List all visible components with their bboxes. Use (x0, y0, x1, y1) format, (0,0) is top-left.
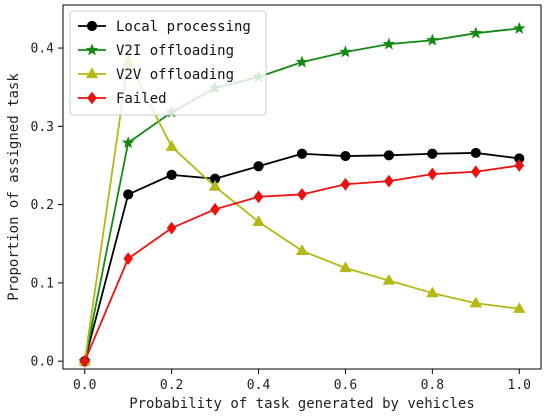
y-tick-label: 0.3 (31, 120, 54, 135)
data-point (79, 354, 90, 368)
data-point (426, 286, 439, 298)
data-point (297, 188, 307, 201)
legend-box (69, 10, 267, 116)
data-point (253, 190, 264, 204)
data-point (252, 215, 265, 226)
data-point (382, 273, 396, 285)
x-tick-label: 0.4 (247, 378, 271, 393)
y-axis: 0.0 0.1 0.2 0.3 0.4 (31, 42, 63, 370)
x-axis-title: Probability of task generated by vehicle… (129, 396, 475, 412)
data-point (121, 136, 135, 149)
legend-label: V2V offloading (116, 67, 234, 83)
y-tick-label: 0.2 (31, 198, 54, 213)
data-point (340, 177, 351, 191)
data-point (382, 37, 396, 50)
series-failed (79, 159, 525, 368)
data-point (426, 33, 439, 46)
data-point (383, 150, 395, 161)
data-point (208, 180, 222, 191)
data-point (469, 26, 483, 39)
x-tick-label: 0.0 (73, 378, 96, 393)
data-point (339, 45, 352, 58)
data-point (512, 21, 526, 34)
legend-marker (86, 20, 98, 32)
y-axis-title: Proportion of assigned task (6, 73, 22, 301)
x-axis: 0.0 0.2 0.4 0.6 0.8 1.0 (73, 369, 531, 393)
data-point (469, 296, 483, 308)
y-tick-label: 0.4 (31, 42, 55, 57)
legend: Local processing V2I offloading V2V offloa… (69, 10, 267, 116)
data-point (427, 148, 438, 159)
legend-marker (85, 43, 99, 56)
x-tick-label: 0.6 (334, 378, 357, 393)
data-point (123, 189, 134, 200)
data-point (340, 150, 351, 162)
x-tick-label: 0.8 (421, 378, 444, 393)
x-tick-label: 0.2 (160, 378, 183, 393)
y-tick-label: 0.0 (31, 355, 54, 370)
legend-label: Local processing (116, 19, 251, 35)
data-point (210, 202, 220, 216)
data-point (166, 221, 177, 235)
data-point (253, 161, 264, 172)
data-point (295, 55, 309, 68)
legend-label: V2I offloading (116, 43, 234, 59)
series-layer (78, 21, 526, 368)
data-point (513, 302, 526, 313)
data-point (470, 165, 481, 179)
data-point (296, 148, 308, 159)
data-point (384, 174, 394, 188)
data-point (165, 140, 178, 151)
data-point (295, 244, 309, 255)
data-point (427, 167, 438, 181)
data-point (166, 169, 177, 180)
legend-label: Failed (116, 91, 167, 107)
data-point (514, 159, 525, 172)
x-tick-label: 1.0 (508, 378, 531, 393)
legend-marker (87, 91, 97, 105)
y-tick-label: 0.1 (31, 276, 54, 291)
data-point (470, 147, 481, 159)
data-point (123, 252, 134, 266)
data-point (339, 261, 352, 273)
legend-marker (85, 67, 99, 79)
